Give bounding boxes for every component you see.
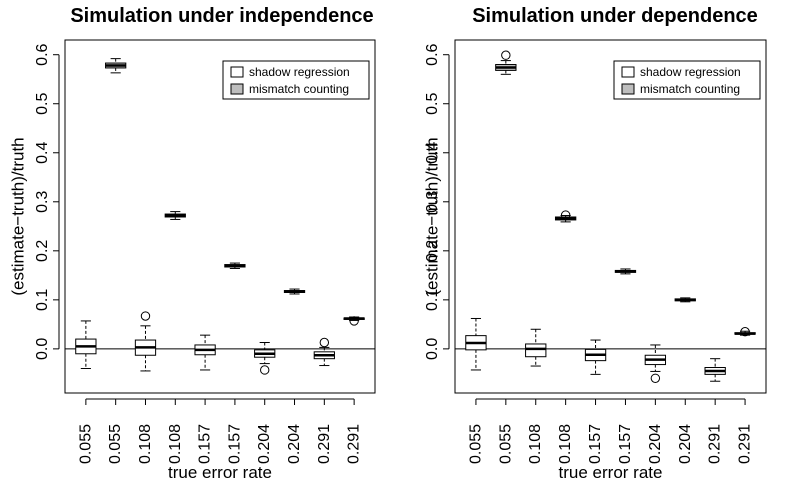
legend-frame (613, 60, 761, 100)
box-mismatch-counting-6 (224, 262, 246, 269)
y-tick-label: 0.0 (34, 338, 51, 360)
y-tick-label: 0.6 (34, 43, 51, 65)
box-mismatch-counting-10 (343, 316, 365, 326)
x-tick-label: 0.291 (346, 424, 363, 464)
y-tick-label: 0.2 (34, 240, 51, 262)
legend: shadow regression mismatch counting (613, 60, 761, 100)
box-mismatch-counting-4 (554, 210, 577, 223)
legend-swatch (230, 83, 244, 95)
box-mismatch-counting-8 (283, 288, 306, 295)
y-tick-label: 0.6 (424, 43, 441, 65)
x-tick-label: 0.157 (617, 424, 634, 464)
y-tick-label: 0.3 (34, 191, 51, 213)
x-tick-label: 0.108 (137, 424, 154, 464)
plot-frame (454, 39, 767, 394)
legend-swatch (621, 83, 635, 95)
outlier-point (140, 311, 151, 321)
x-tick-label: 0.291 (316, 424, 333, 464)
legend-label: shadow regression (249, 65, 350, 79)
y-axis-label: (estimate−truth)/truth (423, 137, 442, 295)
x-tick-label: 0.157 (587, 424, 604, 464)
box-shadow-regression-1 (465, 317, 487, 371)
box-mismatch-counting-4 (164, 211, 186, 220)
legend: shadow regression mismatch counting (222, 60, 370, 100)
legend-label: mismatch counting (640, 82, 740, 96)
box-mismatch-counting-8 (674, 297, 696, 303)
legend-swatch (230, 66, 244, 78)
outlier-point (319, 337, 330, 348)
box-mismatch-counting-6 (614, 268, 637, 275)
y-tick-label: 0.0 (424, 338, 441, 360)
box-shadow-regression-1 (75, 320, 97, 369)
box-shadow-regression-7 (254, 342, 276, 375)
outlier-point (560, 210, 571, 220)
x-tick-label: 0.204 (647, 424, 664, 464)
x-tick-label: 0.108 (527, 424, 544, 464)
y-tick-label: 0.1 (34, 289, 51, 311)
x-tick-label: 0.204 (256, 424, 273, 464)
x-tick-label: 0.291 (707, 424, 724, 464)
chart-panel-2: Simulation under dependence (estimate−tru… (423, 5, 767, 482)
x-tick-label: 0.291 (737, 424, 754, 464)
outlier-point (650, 373, 661, 383)
x-tick-label: 0.108 (167, 424, 184, 464)
box-shadow-regression-9 (313, 337, 335, 367)
plot-frame (64, 39, 376, 394)
y-tick-label: 0.5 (424, 93, 441, 115)
x-tick-label: 0.108 (557, 424, 574, 464)
x-axis-label: true error rate (559, 463, 663, 482)
outlier-point (501, 50, 511, 60)
x-tick-label: 0.055 (77, 424, 94, 464)
box-shadow-regression-3 (525, 328, 547, 367)
y-tick-label: 0.4 (424, 142, 441, 164)
outlier-point (349, 316, 359, 326)
box-body (525, 343, 547, 358)
x-axis-label: true error rate (168, 463, 272, 482)
chart-title: Simulation under dependence (472, 5, 758, 27)
chart-title: Simulation under independence (70, 5, 373, 27)
box-shadow-regression-9 (704, 358, 726, 382)
box-mismatch-counting-2 (495, 50, 517, 75)
outlier-point (260, 365, 270, 375)
legend-frame (222, 60, 370, 100)
legend-swatch (621, 66, 635, 78)
box-mismatch-counting-2 (105, 58, 127, 74)
x-tick-label: 0.204 (286, 424, 303, 464)
chart-panel-1: Simulation under independence (estimate−t… (9, 5, 376, 482)
x-tick-label: 0.157 (226, 424, 243, 464)
legend-label: mismatch counting (249, 82, 349, 96)
legend-label: shadow regression (640, 65, 741, 79)
box-shadow-regression-5 (584, 339, 607, 375)
box-shadow-regression-7 (644, 344, 667, 383)
y-tick-label: 0.1 (424, 289, 441, 311)
y-tick-label: 0.2 (424, 240, 441, 262)
outlier-point (740, 327, 750, 337)
box-mismatch-counting-10 (734, 327, 756, 337)
x-tick-label: 0.055 (107, 424, 124, 464)
x-tick-label: 0.157 (197, 424, 214, 464)
y-axis-label: (estimate−truth)/truth (9, 137, 28, 295)
y-tick-label: 0.3 (424, 191, 441, 213)
box-shadow-regression-5 (194, 334, 216, 371)
box-shadow-regression-3 (134, 311, 157, 372)
y-tick-label: 0.5 (34, 93, 51, 115)
y-tick-label: 0.4 (34, 142, 51, 164)
x-tick-label: 0.204 (677, 424, 694, 464)
x-tick-label: 0.055 (467, 424, 484, 464)
x-tick-label: 0.055 (497, 424, 514, 464)
